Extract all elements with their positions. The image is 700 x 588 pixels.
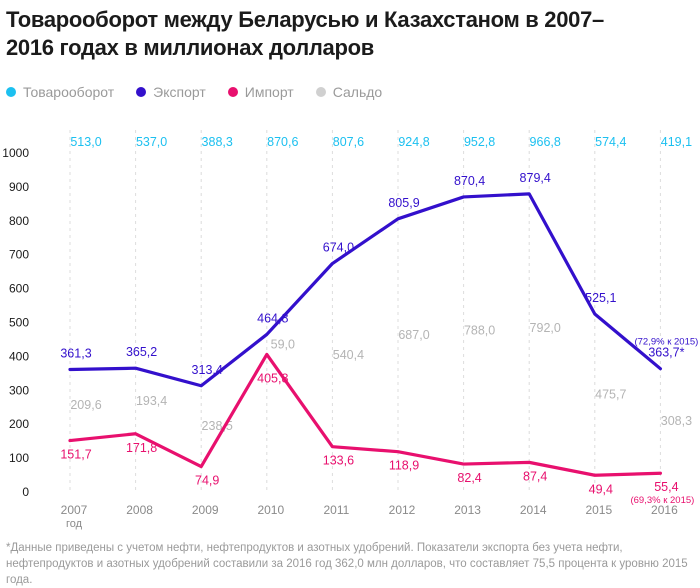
turnover-label: 513,0 bbox=[70, 135, 101, 149]
x-tick-label: 2014 bbox=[520, 503, 547, 517]
x-tick-label: 2016 bbox=[651, 503, 678, 517]
y-axis: 0 100 200 300 400 500 600 700 800 900 1000 bbox=[2, 146, 29, 499]
legend-item-turnover: Товарооборот bbox=[6, 82, 114, 102]
import-label: 74,9 bbox=[195, 474, 219, 488]
legend-label-saldo: Сальдо bbox=[332, 84, 383, 100]
x-tick-label: 2009 bbox=[192, 503, 219, 517]
export-label: 870,4 bbox=[454, 174, 485, 188]
turnover-label: 807,6 bbox=[333, 135, 364, 149]
saldo-label: 209,6 bbox=[70, 398, 101, 412]
x-tick-label: 2011 bbox=[323, 503, 349, 517]
legend-label-export: Экспорт bbox=[153, 84, 206, 100]
y-tick-label: 900 bbox=[9, 180, 29, 194]
import-label: 405,8 bbox=[257, 371, 288, 385]
y-tick-label: 700 bbox=[9, 248, 29, 262]
turnover-label: 574,4 bbox=[595, 135, 626, 149]
export-label: 464,8 bbox=[257, 311, 288, 325]
export-label: 365,2 bbox=[126, 345, 157, 359]
saldo-label: 193,4 bbox=[136, 394, 167, 408]
y-tick-label: 100 bbox=[9, 451, 29, 465]
export-label: 361,3 bbox=[60, 347, 91, 361]
saldo-label: 59,0 bbox=[271, 337, 295, 351]
import-label: 118,9 bbox=[389, 459, 419, 473]
import-line bbox=[68, 352, 663, 477]
x-axis: 2007 2008 2009 2010 2011 2012 2013 2014 2015 2016… bbox=[61, 503, 678, 530]
turnover-labels: 513,0 537,0 388,3 870,6 807,6 924,8 952,8 966,8… bbox=[70, 135, 692, 149]
y-tick-label: 0 bbox=[22, 485, 29, 499]
footnote: *Данные приведены с учетом нефти, нефтеп… bbox=[6, 542, 688, 586]
turnover-label: 870,6 bbox=[267, 135, 298, 149]
y-tick-label: 1000 bbox=[2, 146, 29, 160]
saldo-label: 308,3 bbox=[661, 414, 692, 428]
y-tick-label: 500 bbox=[9, 316, 29, 330]
export-label: 674,0 bbox=[323, 241, 354, 255]
import-label: 49,4 bbox=[589, 482, 613, 496]
legend-label-import: Импорт bbox=[244, 84, 294, 100]
import-label: 82,4 bbox=[457, 471, 481, 485]
x-tick-label: 2013 bbox=[454, 503, 481, 517]
turnover-label: 924,8 bbox=[398, 135, 429, 149]
legend-item-export: Экспорт bbox=[136, 82, 206, 102]
turnover-label: 388,3 bbox=[202, 135, 233, 149]
chart-title: Товарооборот между Беларусью и Казахстан… bbox=[6, 7, 604, 60]
saldo-label: 792,0 bbox=[530, 321, 561, 335]
saldo-label: 540,4 bbox=[333, 348, 364, 362]
import-label: 171,8 bbox=[126, 441, 157, 455]
legend-item-import: Импорт bbox=[227, 82, 294, 102]
import-annotation: (69,3% к 2015) bbox=[630, 495, 694, 506]
export-label: 805,9 bbox=[388, 196, 419, 210]
saldo-label: 475,7 bbox=[595, 388, 626, 402]
x-tick-sublabel: год bbox=[66, 518, 83, 530]
y-tick-label: 600 bbox=[9, 282, 29, 296]
y-tick-label: 800 bbox=[9, 214, 29, 228]
series-lines bbox=[68, 192, 663, 477]
x-tick-label: 2008 bbox=[126, 503, 153, 517]
import-label: 87,4 bbox=[523, 469, 547, 483]
export-label: 879,4 bbox=[520, 171, 551, 185]
legend-item-saldo: Сальдо bbox=[315, 82, 383, 102]
turnover-label: 419,1 bbox=[661, 135, 692, 149]
export-label: 525,1 bbox=[585, 291, 616, 305]
legend: Товарооборот Экспорт Импорт Сальдо bbox=[6, 82, 382, 102]
export-annotation: (72,9% к 2015) bbox=[634, 337, 698, 348]
export-label: 363,7* bbox=[648, 346, 684, 360]
import-label: 133,6 bbox=[323, 454, 354, 468]
import-label: 55,4 bbox=[654, 480, 678, 494]
turnover-label: 966,8 bbox=[530, 135, 561, 149]
x-tick-label: 2015 bbox=[585, 503, 612, 517]
series-labels: 361,3 365,2 313,4 464,8 674,0 805,9 870,4 879,4… bbox=[60, 171, 698, 506]
export-line bbox=[68, 192, 663, 388]
y-tick-label: 300 bbox=[9, 383, 29, 397]
y-tick-label: 200 bbox=[9, 417, 29, 431]
y-tick-label: 400 bbox=[9, 349, 29, 363]
legend-dot-export bbox=[136, 87, 147, 97]
export-label: 313,4 bbox=[192, 363, 223, 377]
x-tick-label: 2007 bbox=[61, 503, 88, 517]
gridlines bbox=[69, 130, 661, 492]
x-tick-label: 2012 bbox=[389, 503, 416, 517]
turnover-label: 537,0 bbox=[136, 135, 167, 149]
import-label: 151,7 bbox=[60, 448, 91, 462]
legend-dot-saldo bbox=[315, 87, 326, 97]
legend-dot-turnover bbox=[6, 87, 16, 97]
legend-label-turnover: Товарооборот bbox=[23, 84, 115, 100]
turnover-label: 952,8 bbox=[464, 135, 495, 149]
saldo-label: 788,0 bbox=[464, 324, 495, 338]
legend-dot-import bbox=[227, 87, 238, 97]
x-tick-label: 2010 bbox=[257, 503, 284, 517]
saldo-label: 687,0 bbox=[398, 328, 429, 342]
